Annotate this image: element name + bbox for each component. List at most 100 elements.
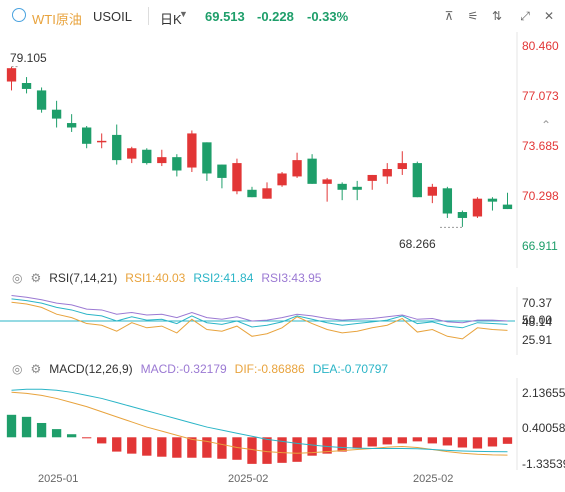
macd-histogram-bar [487,437,498,447]
candle-body [202,142,212,174]
dif-value: DIF:-0.86886 [234,362,305,376]
date-label: 2025-02 [228,473,269,485]
y-axis-tick-label: 66.911 [522,239,558,254]
candle-body [487,198,498,202]
macd-histogram-bar [337,437,347,452]
macd-histogram-bar [352,437,362,449]
candle-body [337,183,347,190]
candle-body [232,163,242,192]
indicator-settings-icon[interactable]: ⊼ [444,9,454,23]
low-price-label: 68.266 [399,237,436,251]
y-axis-tick-label: -1.33539 [522,456,565,471]
macd-value: MACD:-0.32179 [140,362,227,376]
macd-histogram-bar [457,437,468,448]
macd-histogram-bar [367,437,377,447]
macd-histogram-bar [262,437,272,464]
fullscreen-icon[interactable]: ⤢ [520,9,530,23]
macd-histogram-bar [292,437,302,462]
divider [148,7,149,25]
macd-histogram-bar [97,437,107,444]
candle-body [502,204,513,210]
drawing-tools-icon[interactable]: ⚟ [467,9,479,23]
macd-histogram-bar [172,437,182,458]
candle-body [127,148,137,159]
macd-histogram-bar [277,437,287,463]
ticker: USOIL [93,9,133,24]
candle-body [277,173,287,186]
macd-title: MACD(12,26,9) [49,362,133,376]
macd-histogram-bar [502,437,513,444]
rsi-chart [0,287,518,355]
candle-body [427,186,437,196]
macd-histogram-bar [322,437,332,454]
candle-body [217,164,227,178]
macd-header: ◎ ⚙ MACD(12,26,9) MACD:-0.32179 DIF:-0.8… [0,361,388,377]
candle-body [397,163,407,170]
candle-body [472,198,483,217]
period-select[interactable]: 日K [160,12,182,27]
rsi3-line [11,295,508,324]
rsi3-value: RSI3:43.95 [261,271,322,285]
macd-histogram-bar [472,437,483,449]
candle-body [172,157,182,171]
macd-histogram-bar [427,437,437,444]
macd-chart [6,378,518,470]
compare-icon[interactable]: ⇅ [491,9,503,23]
dea-line [11,388,508,453]
candle-body [307,158,317,184]
close-icon[interactable]: ✕ [543,9,555,23]
last-price: 69.513 [205,9,245,24]
candle-body [82,127,92,144]
candle-body [367,174,377,181]
y-axis-tick-label: 48.14 [522,314,553,329]
macd-histogram-bar [127,437,137,454]
eye-icon[interactable]: ◎ [12,362,23,376]
date-label: 2025-01 [38,473,79,485]
eye-icon[interactable]: ◎ [12,271,23,285]
y-axis-tick-label: 70.298 [522,189,559,204]
symbol-name[interactable]: WTI原油 [32,12,82,27]
candle-body [21,83,32,89]
candle-body [112,134,122,161]
candle-body [262,188,272,199]
candle-body [6,68,17,82]
candle-body [97,140,107,143]
macd-histogram-bar [51,429,62,438]
candle-body [142,149,152,164]
y-axis-tick-label: 50.00 [522,313,553,327]
macd-histogram-bar [112,437,122,452]
price-change-pct: -0.33% [307,9,349,24]
macd-histogram-bar [382,437,392,445]
macd-histogram-bar [157,437,167,457]
macd-histogram-bar [217,437,227,459]
y-axis-tick-label: 70.37 [522,295,553,310]
gear-icon[interactable]: ⚙ [30,362,42,376]
candle-body [457,212,468,218]
macd-histogram-bar [412,437,422,442]
macd-histogram-bar [6,414,17,438]
y-axis-tick-label: 77.073 [522,88,559,103]
candle-body [412,163,422,198]
y-axis-tick-label: 80.460 [522,38,559,53]
price-change: -0.228 [257,9,294,24]
candle-body [322,179,332,184]
candle-body [292,160,302,177]
candle-body [382,169,392,177]
candle-body [51,109,62,119]
rsi1-value: RSI1:40.03 [125,271,186,285]
macd-histogram-bar [397,437,407,444]
macd-histogram-bar [232,437,242,460]
macd-histogram-bar [307,437,317,456]
y-axis-tick-label: 0.40058 [522,421,565,436]
gear-icon[interactable]: ⚙ [30,271,42,285]
dif-line [11,391,508,456]
candlestick-chart[interactable] [0,32,565,268]
rsi2-line [11,298,508,329]
candle-body [352,186,362,190]
candle-body [442,188,453,214]
candle-body [247,189,257,198]
chevron-up-icon[interactable]: ⌃ [541,118,552,132]
y-axis-tick-label: 2.13655 [522,385,565,400]
chevron-down-icon[interactable]: ▼ [179,9,188,19]
rsi1-line [11,301,508,340]
